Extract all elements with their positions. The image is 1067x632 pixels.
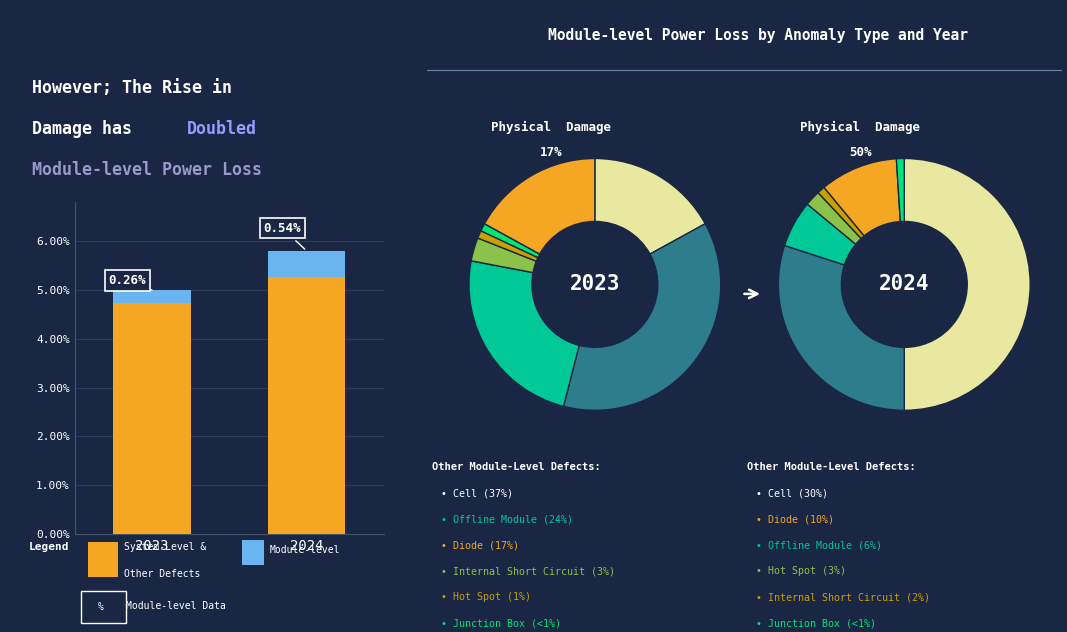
Text: 2024: 2024 xyxy=(879,274,929,295)
Text: Other Module-Level Defects:: Other Module-Level Defects: xyxy=(432,461,601,471)
Wedge shape xyxy=(472,238,537,272)
Text: Module-level Power Loss by Anomaly Type and Year: Module-level Power Loss by Anomaly Type … xyxy=(547,28,968,44)
Text: • Cell (30%): • Cell (30%) xyxy=(757,489,828,499)
Wedge shape xyxy=(469,261,579,406)
Text: • Junction Box (<1%): • Junction Box (<1%) xyxy=(757,618,876,628)
Bar xyxy=(268,251,346,277)
FancyBboxPatch shape xyxy=(81,592,126,623)
Text: 0.54%: 0.54% xyxy=(264,222,305,249)
Wedge shape xyxy=(481,224,540,258)
Text: Physical  Damage: Physical Damage xyxy=(491,121,610,133)
Wedge shape xyxy=(896,159,905,222)
Text: • Diode (17%): • Diode (17%) xyxy=(442,540,520,550)
Text: %: % xyxy=(98,602,105,612)
Text: Other Defects: Other Defects xyxy=(124,569,201,579)
Wedge shape xyxy=(594,159,705,254)
Wedge shape xyxy=(824,159,901,236)
Wedge shape xyxy=(784,204,856,265)
Text: 50%: 50% xyxy=(849,146,872,159)
Text: However; The Rise in: However; The Rise in xyxy=(32,79,232,97)
Text: Other Module-Level Defects:: Other Module-Level Defects: xyxy=(747,461,915,471)
Bar xyxy=(268,277,346,534)
Text: • Internal Short Circuit (3%): • Internal Short Circuit (3%) xyxy=(442,566,616,576)
Text: Module-level: Module-level xyxy=(270,545,340,556)
Text: 0.26%: 0.26% xyxy=(109,274,153,290)
Text: System-Level &: System-Level & xyxy=(124,542,206,552)
Text: 2023: 2023 xyxy=(570,274,620,295)
Text: • Diode (10%): • Diode (10%) xyxy=(757,514,834,525)
Wedge shape xyxy=(818,187,864,238)
Wedge shape xyxy=(779,245,904,410)
Text: • Offline Module (24%): • Offline Module (24%) xyxy=(442,514,573,525)
Wedge shape xyxy=(808,193,861,245)
Text: • Offline Module (6%): • Offline Module (6%) xyxy=(757,540,882,550)
Bar xyxy=(113,290,191,303)
FancyBboxPatch shape xyxy=(89,542,118,576)
Text: • Hot Spot (3%): • Hot Spot (3%) xyxy=(757,566,846,576)
Text: • Junction Box (<1%): • Junction Box (<1%) xyxy=(442,618,561,628)
Text: • Hot Spot (1%): • Hot Spot (1%) xyxy=(442,592,531,602)
Text: Physical  Damage: Physical Damage xyxy=(800,121,920,133)
Text: • Cell (37%): • Cell (37%) xyxy=(442,489,513,499)
Text: Legend: Legend xyxy=(29,542,69,552)
Wedge shape xyxy=(478,231,538,261)
Text: 17%: 17% xyxy=(540,146,562,159)
Wedge shape xyxy=(904,159,1031,410)
Text: Damage has: Damage has xyxy=(32,120,142,138)
Text: • Internal Short Circuit (2%): • Internal Short Circuit (2%) xyxy=(757,592,930,602)
Text: Module-level Data: Module-level Data xyxy=(126,601,226,611)
Wedge shape xyxy=(563,224,720,410)
Bar xyxy=(113,303,191,534)
FancyBboxPatch shape xyxy=(242,540,265,565)
Text: Module-level Power Loss: Module-level Power Loss xyxy=(32,161,262,179)
Text: Doubled: Doubled xyxy=(187,120,257,138)
Wedge shape xyxy=(484,159,595,254)
